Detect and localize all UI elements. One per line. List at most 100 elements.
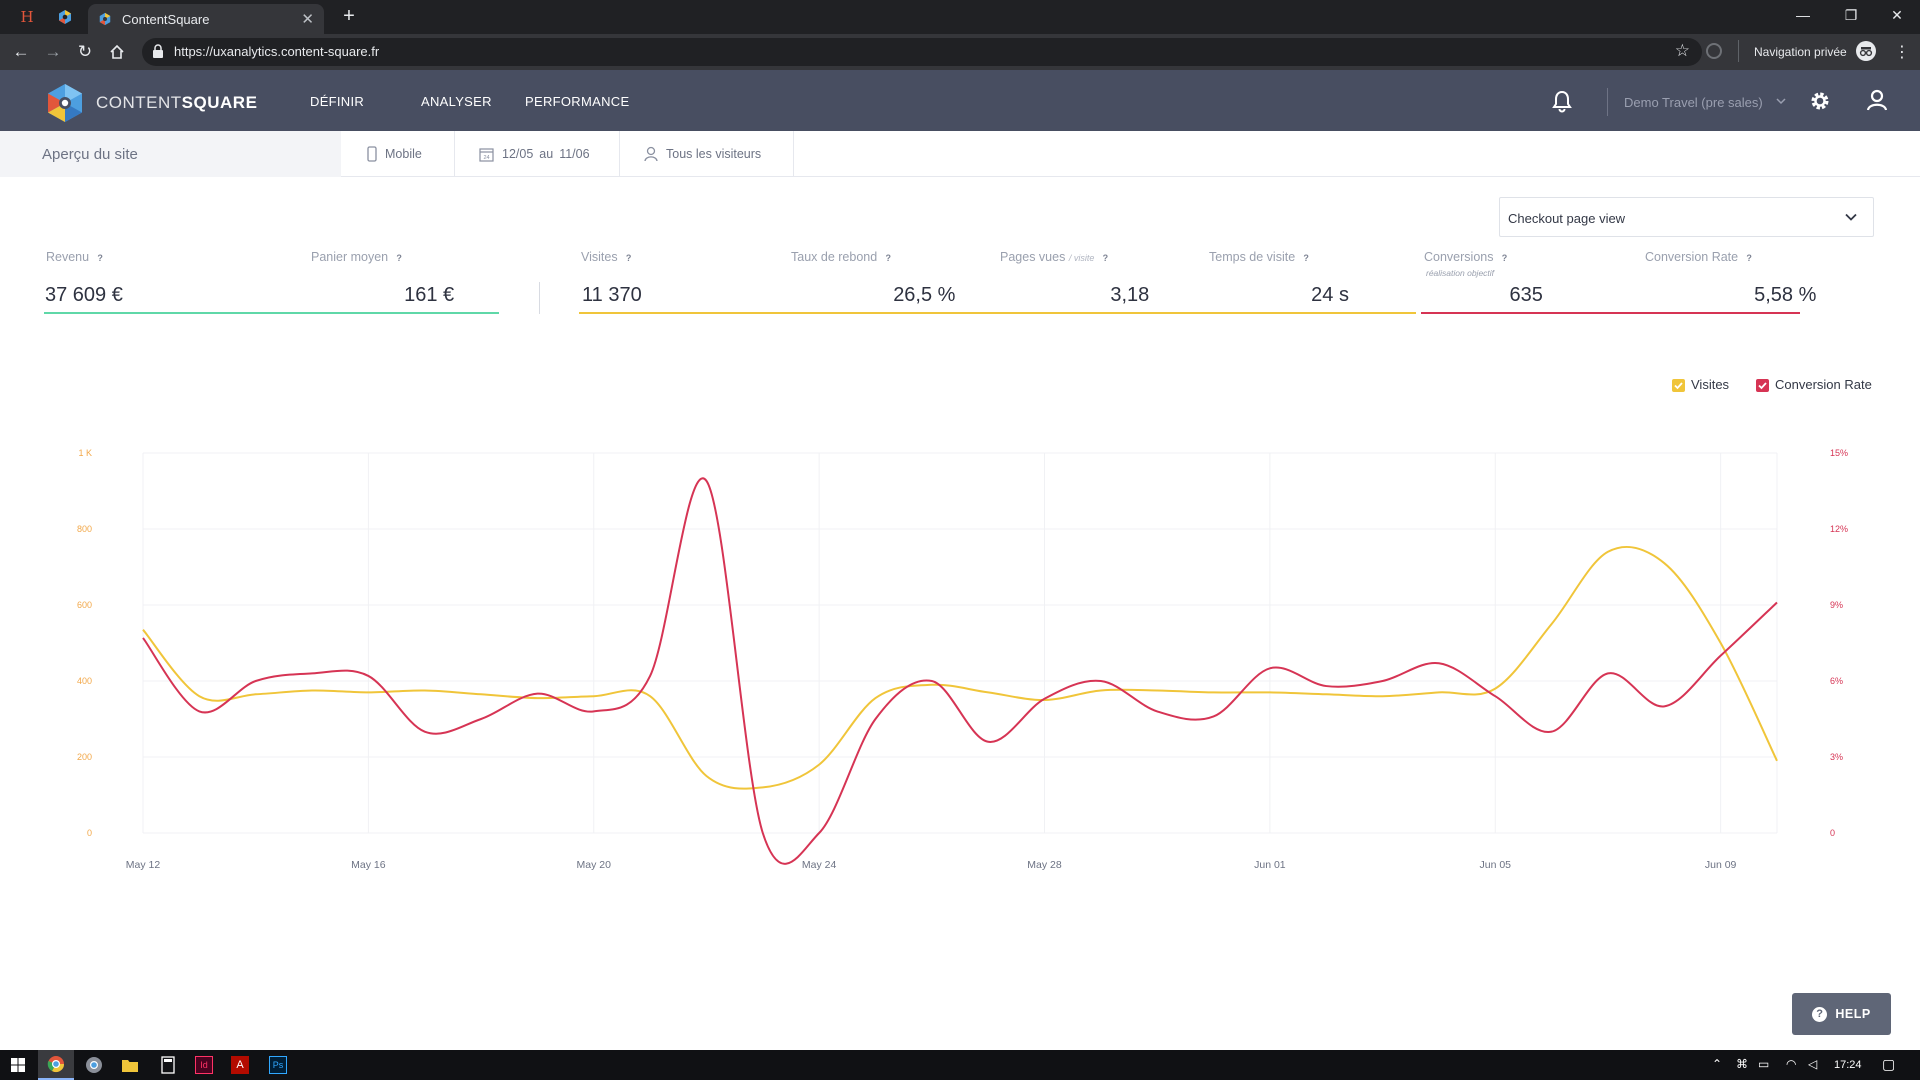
home-icon[interactable]: [104, 40, 130, 64]
back-icon[interactable]: ←: [12, 42, 30, 61]
user-icon[interactable]: [1866, 88, 1888, 112]
help-button[interactable]: ? HELP: [1792, 993, 1891, 1035]
device-filter[interactable]: Mobile: [341, 131, 455, 177]
conversion-rate-legend-label[interactable]: Conversion Rate: [1775, 377, 1872, 392]
clock[interactable]: 17:24: [1834, 1059, 1862, 1071]
x-tick-label: Jun 01: [1254, 859, 1286, 871]
visits-line: [142, 545, 1778, 790]
metric-visits[interactable]: Visites? 11 370: [581, 248, 642, 306]
new-tab-button[interactable]: +: [343, 5, 355, 27]
help-icon[interactable]: ?: [396, 253, 402, 263]
chrome-taskbar-icon[interactable]: [38, 1050, 74, 1080]
metric-conversion-rate-label: Conversion Rate: [1645, 250, 1739, 264]
address-bar[interactable]: https://uxanalytics.content-square.fr ☆: [142, 38, 1702, 66]
volume-icon[interactable]: ◁: [1808, 1057, 1818, 1071]
y-right-tick-label: 15%: [1830, 448, 1848, 458]
help-icon[interactable]: ?: [885, 253, 891, 263]
metric-revenue-value: 37 609 €: [45, 284, 123, 306]
reload-icon[interactable]: ↻: [77, 42, 93, 61]
visits-legend-label[interactable]: Visites: [1691, 377, 1730, 392]
windows-start-icon[interactable]: [0, 1050, 36, 1080]
pinned-tab-contentsquare[interactable]: [50, 4, 80, 30]
date-range-filter[interactable]: 24 12/05 au 11/06: [455, 131, 620, 177]
pinned-tab-h[interactable]: H: [12, 4, 42, 30]
wifi-icon[interactable]: ◠: [1786, 1057, 1797, 1071]
help-label: HELP: [1835, 1007, 1871, 1021]
browser-menu-icon[interactable]: ⋮: [1894, 44, 1910, 61]
help-icon[interactable]: ?: [1303, 253, 1309, 263]
x-tick-label: May 24: [802, 859, 837, 871]
conversion-rate-legend-checkbox[interactable]: [1756, 379, 1769, 392]
close-window-button[interactable]: ✕: [1891, 6, 1903, 23]
goal-selector-value: Checkout page view: [1508, 211, 1626, 226]
help-icon[interactable]: ?: [625, 253, 632, 263]
metric-average-basket-value: 161 €: [404, 284, 455, 306]
contentsquare-logo-icon[interactable]: [44, 82, 86, 124]
lock-icon: [153, 44, 163, 58]
help-icon[interactable]: ?: [97, 253, 103, 263]
metric-visit-duration[interactable]: Temps de visite? 24 s: [1209, 248, 1349, 306]
gear-icon[interactable]: [1808, 89, 1832, 113]
help-icon[interactable]: ?: [1102, 253, 1109, 263]
metric-visits-value: 11 370: [582, 284, 642, 306]
metric-conversion-rate[interactable]: Conversion Rate? 5,58 %: [1645, 248, 1816, 306]
tab-title: ContentSquare: [122, 11, 210, 27]
metric-revenue[interactable]: Revenu? 37 609 €: [45, 248, 123, 306]
metric-conversions[interactable]: Conversions? réalisation objectif 635: [1424, 248, 1543, 306]
minimize-window-button[interactable]: —: [1796, 7, 1810, 23]
private-mode-label[interactable]: Navigation privée: [1754, 45, 1847, 59]
visits-underline: [579, 312, 1416, 314]
metric-pages-per-visit-label: Pages vues: [1000, 250, 1066, 264]
metric-bounce-rate[interactable]: Taux de rebond? 26,5 %: [791, 248, 955, 306]
contentsquare-favicon-icon: [99, 12, 111, 26]
restore-window-button[interactable]: ❐: [1844, 6, 1858, 23]
close-tab-icon[interactable]: ✕: [301, 11, 314, 28]
calendar-icon: 24: [479, 147, 494, 162]
photoshop-icon[interactable]: Ps: [260, 1050, 296, 1080]
visits-legend-checkbox[interactable]: [1672, 379, 1685, 392]
nav-analyser[interactable]: ANALYSER: [421, 94, 492, 109]
notification-center-icon[interactable]: ▢: [1882, 1056, 1896, 1072]
system-tray-chevron-icon[interactable]: ⌃: [1712, 1057, 1723, 1071]
chevron-down-icon[interactable]: [1776, 97, 1786, 105]
nav-performance[interactable]: PERFORMANCE: [525, 94, 630, 109]
incognito-icon[interactable]: [1856, 41, 1876, 61]
revenue-underline: [44, 312, 499, 314]
brand-wordmark[interactable]: CONTENTSQUARE: [96, 93, 257, 113]
device-label: Mobile: [385, 147, 422, 161]
x-tick-label: May 28: [1027, 859, 1062, 871]
goal-selector[interactable]: Checkout page view: [1499, 197, 1874, 237]
file-explorer-icon[interactable]: [112, 1050, 148, 1080]
header-divider: [1607, 88, 1608, 116]
chrome-dev-taskbar-icon[interactable]: [76, 1050, 112, 1080]
indesign-icon[interactable]: Id: [186, 1050, 222, 1080]
bell-icon[interactable]: [1551, 89, 1573, 113]
y-right-tick-label: 12%: [1830, 524, 1848, 534]
battery-icon[interactable]: ▭: [1758, 1057, 1770, 1071]
network-icon[interactable]: ⌘: [1736, 1057, 1748, 1071]
date-separator: au: [539, 147, 554, 161]
help-icon[interactable]: ?: [1501, 253, 1508, 263]
account-selector[interactable]: Demo Travel (pre sales): [1624, 95, 1763, 110]
metric-pages-per-visit-value: 3,18: [1110, 284, 1150, 306]
calculator-icon[interactable]: [150, 1050, 186, 1080]
metric-average-basket[interactable]: Panier moyen? 161 €: [311, 248, 454, 306]
metric-visit-duration-label: Temps de visite: [1209, 250, 1296, 264]
metric-pages-per-visit[interactable]: Pages vues / visite? 3,18: [1000, 248, 1149, 306]
metric-visits-label: Visites: [581, 250, 618, 264]
tab-contentsquare[interactable]: ContentSquare ✕: [88, 4, 324, 34]
chevron-down-icon: [1845, 213, 1857, 221]
x-axis: May 12 May 16 May 20 May 24 May 28 Jun 01 Jun …: [126, 859, 1737, 871]
y-axis-right: 0 3% 6% 9% 12% 15%: [1830, 448, 1848, 838]
nav-definir[interactable]: DÉFINIR: [310, 94, 365, 109]
help-icon[interactable]: ?: [1746, 253, 1752, 263]
toolbar-divider: [1738, 40, 1739, 62]
bookmark-star-icon[interactable]: ☆: [1674, 41, 1690, 60]
forward-icon[interactable]: →: [44, 42, 62, 61]
extension-icon[interactable]: [1706, 43, 1722, 59]
segment-filter[interactable]: Tous les visiteurs: [620, 131, 794, 177]
x-tick-label: May 12: [126, 859, 161, 871]
acrobat-icon[interactable]: A: [222, 1050, 258, 1080]
conversion-rate-line: [142, 477, 1778, 865]
